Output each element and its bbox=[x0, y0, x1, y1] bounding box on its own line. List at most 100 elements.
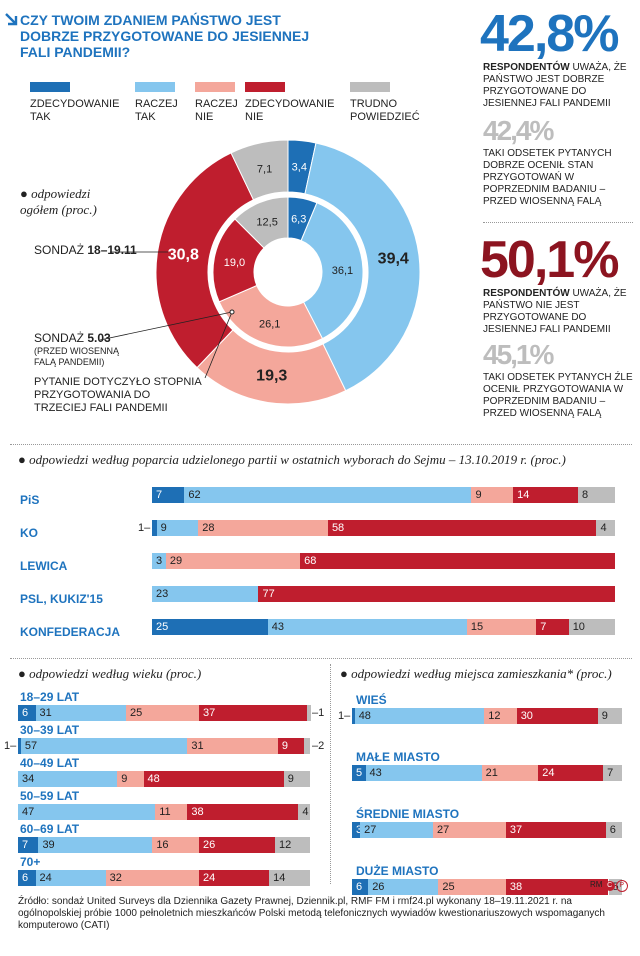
bar-category-label: MAŁE MIASTO bbox=[356, 750, 440, 764]
stat-yes-prev: 42,4% bbox=[483, 115, 554, 146]
bar-segment: 25 bbox=[126, 705, 200, 721]
pointer-line bbox=[99, 311, 233, 341]
arrow-down-right-icon bbox=[5, 13, 18, 26]
bar-segment: 23 bbox=[152, 586, 259, 602]
stat-no-prev-desc: TAKI ODSETEK PYTANYCH ŹLE OCENIŁ PRZYGOT… bbox=[483, 372, 633, 419]
bar-category-label: 30–39 LAT bbox=[20, 723, 80, 737]
donut-outer-slice bbox=[155, 152, 255, 369]
bar-category-label: LEWICA bbox=[20, 559, 68, 573]
bar-segment bbox=[307, 705, 312, 721]
bar-segment: 10 bbox=[568, 619, 615, 635]
bar-segment: 25 bbox=[438, 879, 506, 895]
bar-segment bbox=[18, 738, 22, 754]
bar-segment: 8 bbox=[577, 487, 615, 503]
bar-segment: 16 bbox=[152, 837, 200, 853]
donut-outer-value: 7,1 bbox=[257, 164, 272, 176]
bar-segment: 38 bbox=[187, 804, 299, 820]
bar-segment: 57 bbox=[20, 738, 188, 754]
bar-segment: 38 bbox=[505, 879, 609, 895]
bar-segment: 24 bbox=[199, 870, 270, 886]
donut-inner-value: 36,1 bbox=[332, 265, 353, 277]
legend-label: TRUDNO POWIEDZIEĆ bbox=[350, 98, 420, 123]
bar-segment: 6 bbox=[605, 822, 622, 838]
bar-category-label: 18–29 LAT bbox=[20, 690, 80, 704]
bar-category-label: 70+ bbox=[20, 855, 41, 869]
bar-segment: 12 bbox=[274, 837, 310, 853]
bar-segment: 28 bbox=[198, 520, 328, 536]
divider bbox=[10, 444, 632, 445]
donut-outer-value: 30,8 bbox=[168, 246, 199, 263]
bar-segment: 9 bbox=[156, 520, 199, 536]
bar-small-value: 1– bbox=[4, 740, 17, 752]
bar-segment: 29 bbox=[165, 553, 301, 569]
bar-segment: 39 bbox=[38, 837, 153, 853]
legend-label: RACZEJ TAK bbox=[135, 98, 178, 123]
bar-category-label: PiS bbox=[20, 493, 40, 507]
legend-swatch bbox=[135, 82, 175, 92]
bar-segment: 26 bbox=[368, 879, 439, 895]
bar-small-value: –2 bbox=[312, 740, 325, 752]
pointer-dot bbox=[229, 309, 235, 315]
legend-label: ZDECYDOWANIE NIE bbox=[245, 98, 335, 123]
bar-segment: 4 bbox=[596, 520, 615, 536]
bar-segment: 34 bbox=[18, 771, 118, 787]
bar-segment: 6 bbox=[18, 705, 36, 721]
bar-category-label: DUŻE MIASTO bbox=[356, 864, 439, 878]
bar-segment: 9 bbox=[277, 738, 305, 754]
donut-inner-value: 12,5 bbox=[256, 217, 277, 229]
bar-segment: 6 bbox=[18, 870, 36, 886]
bar-segment: 3 bbox=[152, 553, 166, 569]
bar-segment: 48 bbox=[143, 771, 284, 787]
bar-small-value: 1– bbox=[338, 710, 351, 722]
bar-segment: 31 bbox=[35, 705, 127, 721]
page-title: CZY TWOIM ZDANIEM PAŃSTWO JEST DOBRZE PR… bbox=[20, 12, 310, 60]
donut-chart: 3,4 39,4 19,3 30,8 7,1 6,3 36,1 26,1 19,0 12,5 bbox=[99, 139, 421, 405]
bar-segment: 9 bbox=[471, 487, 514, 503]
bar-segment: 24 bbox=[538, 765, 604, 781]
bar-segment: 47 bbox=[18, 804, 156, 820]
donut-outer-slice bbox=[304, 142, 421, 392]
donut-inner-slice bbox=[300, 202, 364, 340]
bar-category-label: 40–49 LAT bbox=[20, 756, 80, 770]
bar-segment: 15 bbox=[466, 619, 537, 635]
donut-outer-slice bbox=[230, 139, 289, 201]
bar-segment: 37 bbox=[505, 822, 606, 838]
bar-segment: 9 bbox=[597, 708, 622, 724]
bar-segment: 77 bbox=[258, 586, 615, 602]
legend-swatch bbox=[245, 82, 285, 92]
question-note: PYTANIE DOTYCZYŁO STOPNIA PRZYGOTOWANIA … bbox=[34, 376, 202, 414]
divider bbox=[330, 664, 331, 884]
bar-category-label: KO bbox=[20, 526, 38, 540]
donut-inner-value: 19,0 bbox=[224, 257, 245, 269]
p-icon: P bbox=[615, 880, 628, 892]
bar-segment: 7 bbox=[603, 765, 622, 781]
bar-segment: 48 bbox=[354, 708, 485, 724]
bar-segment: 12 bbox=[484, 708, 517, 724]
divider bbox=[10, 658, 632, 659]
bar-segment bbox=[352, 708, 356, 724]
bar-segment: 32 bbox=[105, 870, 200, 886]
bar-segment: 30 bbox=[516, 708, 598, 724]
outer-survey-label: SONDAŻ 18–19.11 bbox=[34, 243, 137, 257]
donut-overall-label: ● odpowiedzi ogółem (proc.) bbox=[20, 186, 97, 217]
bar-segment: 27 bbox=[360, 822, 433, 838]
bar-segment: 3 bbox=[352, 822, 362, 838]
bar-category-label: PSL, KUKIZ'15 bbox=[20, 592, 103, 606]
section-title-age: ● odpowiedzi według wieku (proc.) bbox=[18, 666, 202, 681]
bar-category-label: 60–69 LAT bbox=[20, 822, 80, 836]
bar-segment: 43 bbox=[267, 619, 467, 635]
bar-segment bbox=[152, 520, 157, 536]
bar-category-label: 50–59 LAT bbox=[20, 789, 80, 803]
bar-segment: 68 bbox=[300, 553, 615, 569]
donut-inner-value: 26,1 bbox=[259, 318, 280, 330]
bar-category-label: ŚREDNIE MIASTO bbox=[356, 807, 460, 821]
bar-segment: 9 bbox=[117, 771, 144, 787]
donut-inner-slice bbox=[234, 196, 289, 249]
bar-segment: 14 bbox=[513, 487, 578, 503]
section-title-place: ● odpowiedzi według miejsca zamieszkania… bbox=[340, 666, 612, 681]
stat-no-now: 50,1% bbox=[480, 231, 619, 289]
bar-segment: 37 bbox=[199, 705, 308, 721]
bar-segment: 27 bbox=[433, 822, 506, 838]
stat-no-prev: 45,1% bbox=[483, 339, 554, 370]
